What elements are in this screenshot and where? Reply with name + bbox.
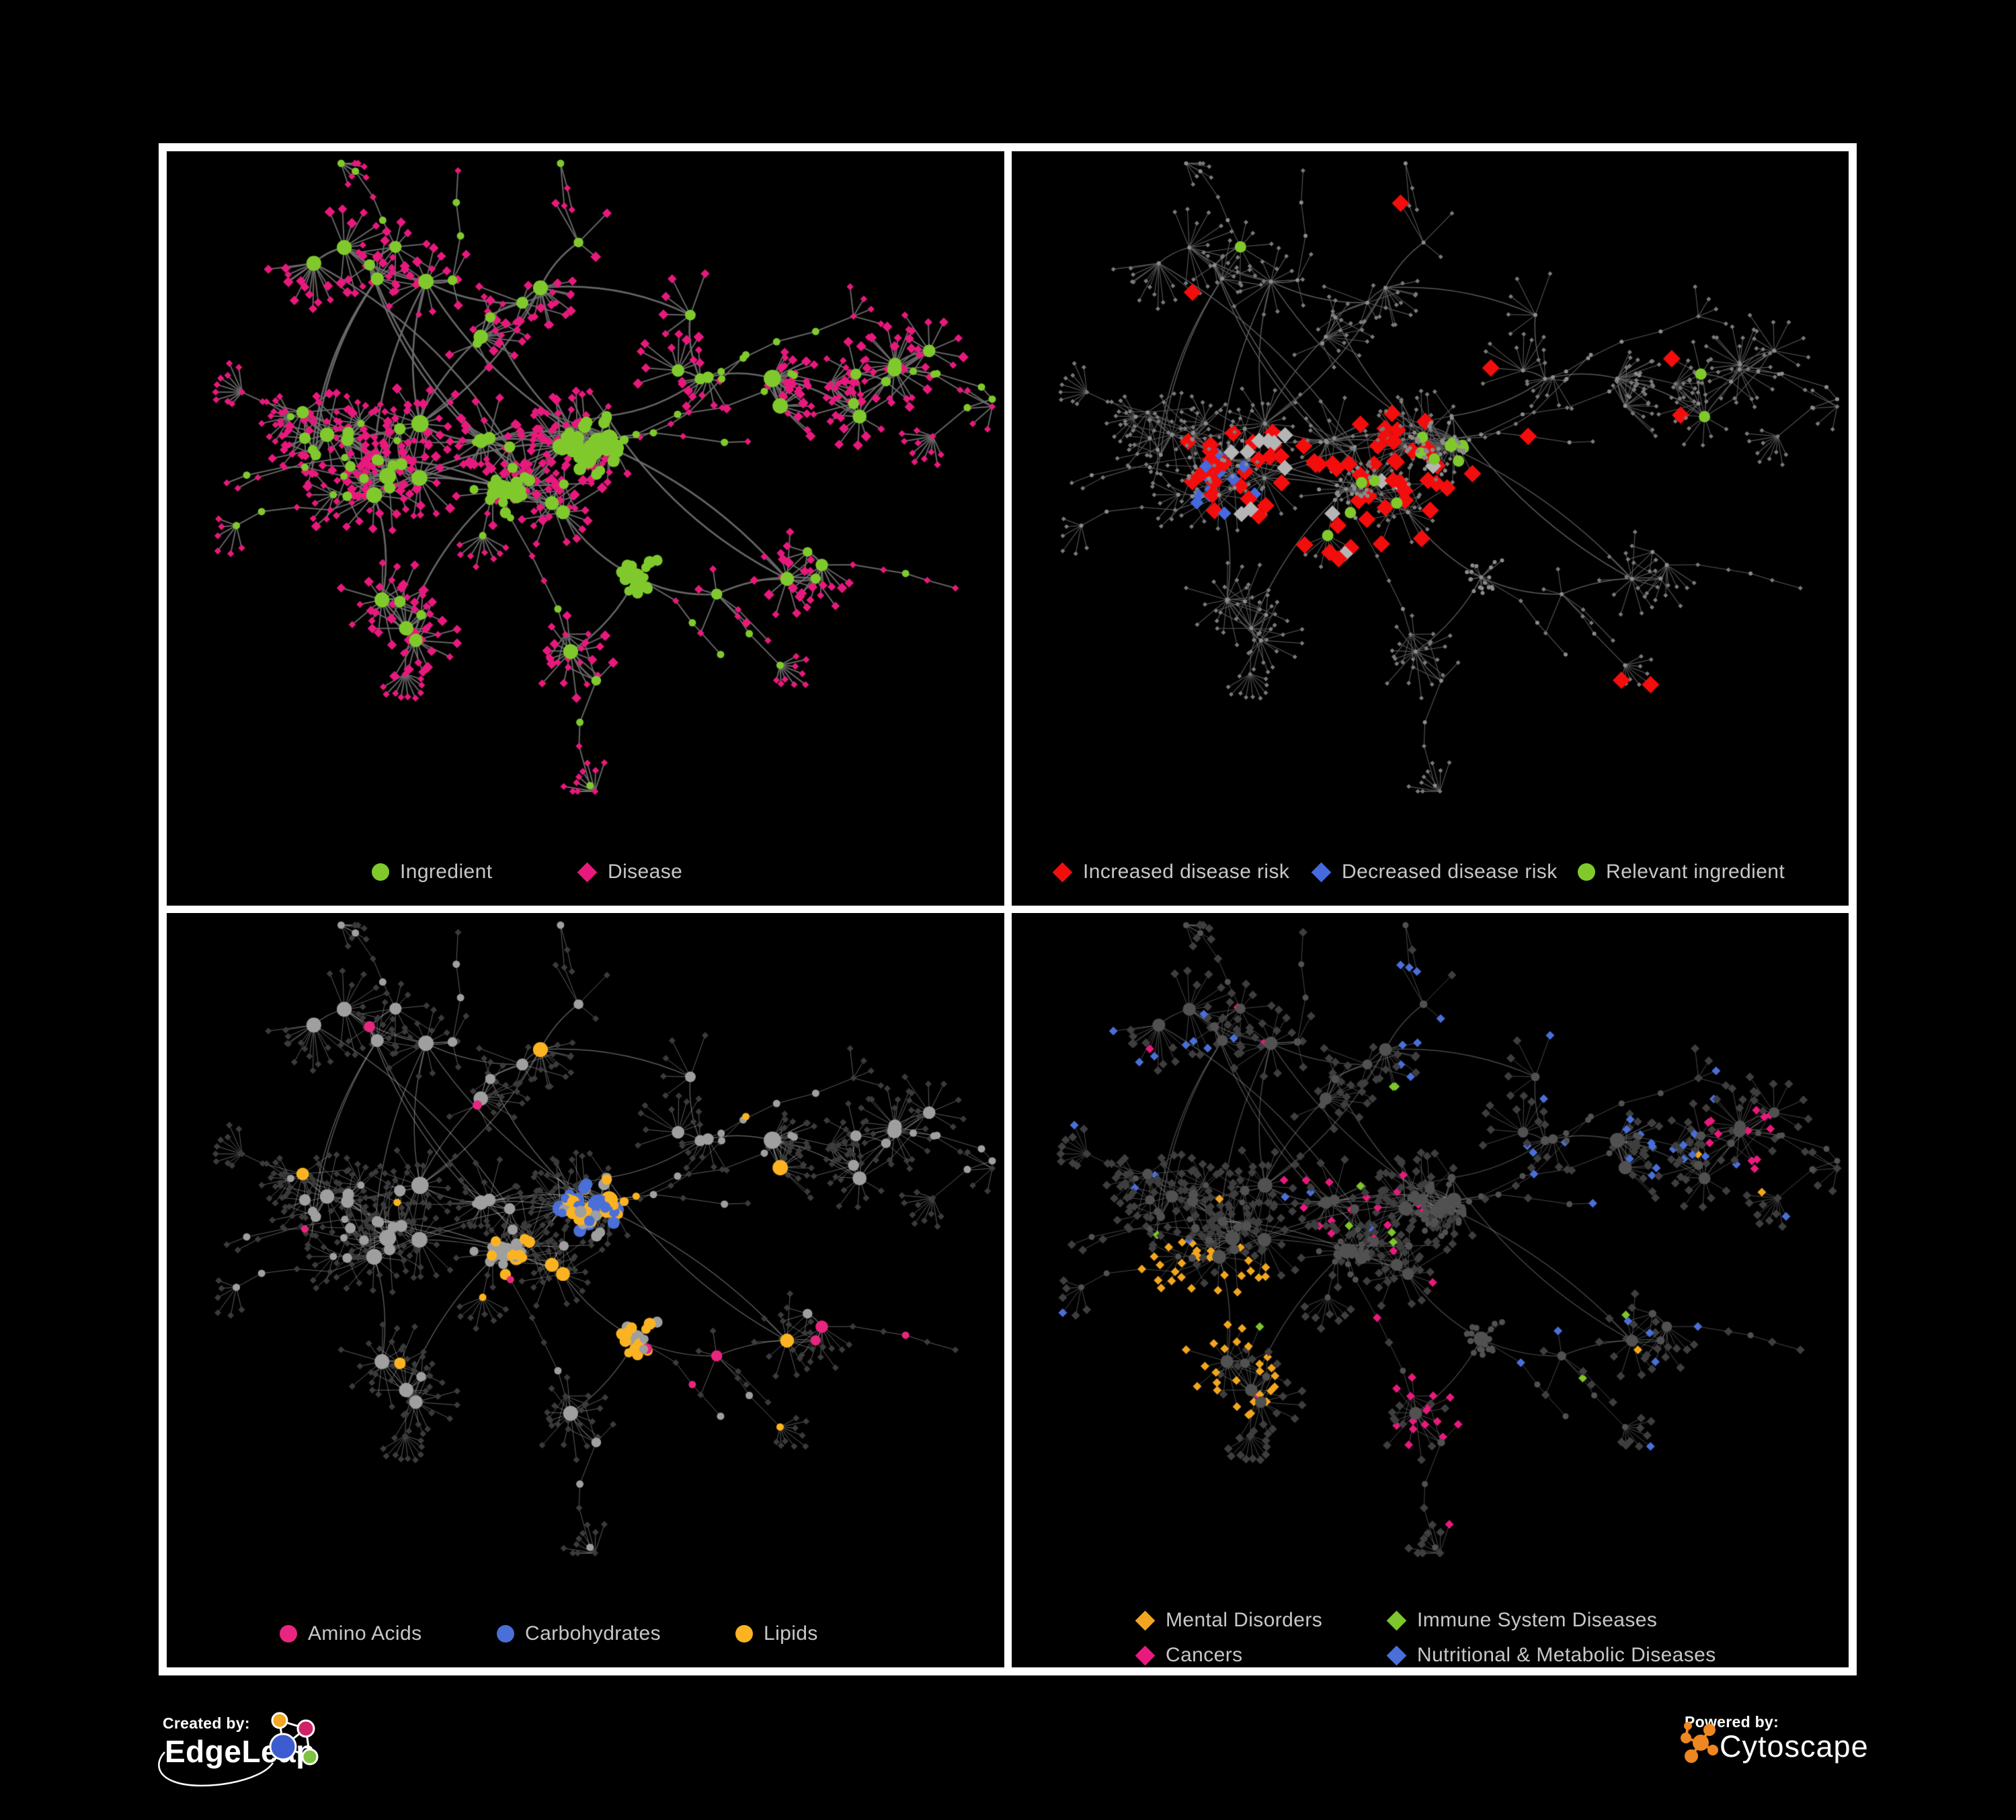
amino-acids-circle-icon: [280, 1625, 297, 1643]
relevant-ingredient-circle-icon: [1578, 863, 1595, 881]
legend-item-immune-diseases: Immune System Diseases: [1386, 1609, 1658, 1631]
panel-disease-risk: Increased disease risk Decreased disease…: [1012, 151, 1849, 906]
legend-label: Decreased disease risk: [1342, 861, 1558, 883]
network-graph-ingredient-disease: [167, 151, 1004, 906]
legend-item-metabolic-diseases: Nutritional & Metabolic Diseases: [1386, 1644, 1716, 1666]
mental-disorders-diamond-icon: [1135, 1610, 1156, 1630]
lipids-circle-icon: [735, 1625, 753, 1643]
carbohydrates-circle-icon: [497, 1625, 514, 1643]
legend-label: Relevant ingredient: [1606, 861, 1785, 883]
decreased-risk-diamond-icon: [1311, 862, 1332, 882]
powered-by-label: Powered by:: [1685, 1713, 1779, 1731]
legend-item-decreased-risk: Decreased disease risk: [1311, 861, 1558, 883]
network-graph-disease-classes: [1012, 913, 1849, 1667]
legend-item-lipids: Lipids: [735, 1622, 818, 1645]
legend-label: Carbohydrates: [525, 1622, 661, 1645]
panel-disease-classes: Mental Disorders Immune System Diseases …: [1012, 913, 1849, 1667]
legend-label: Ingredient: [400, 861, 493, 883]
disease-diamond-icon: [577, 862, 598, 882]
panel-ingredient-disease: Ingredient Disease: [167, 151, 1004, 906]
legend-item-amino-acids: Amino Acids: [280, 1622, 422, 1645]
legend-item-disease: Disease: [577, 861, 682, 883]
legend-label: Increased disease risk: [1083, 861, 1290, 883]
legend-item-mental-disorders: Mental Disorders: [1135, 1609, 1323, 1631]
legend-label: Nutritional & Metabolic Diseases: [1417, 1644, 1716, 1666]
ingredient-circle-icon: [372, 863, 389, 881]
immune-diseases-diamond-icon: [1386, 1610, 1407, 1630]
network-graph-ingredient-classes: [167, 913, 1004, 1667]
legend-item-relevant-ingredient: Relevant ingredient: [1578, 861, 1785, 883]
edgeleap-network-icon: [158, 1712, 319, 1787]
legend-item-cancers: Cancers: [1135, 1644, 1243, 1666]
network-graph-disease-risk: [1012, 151, 1849, 906]
legend-label: Amino Acids: [308, 1622, 422, 1645]
cancers-diamond-icon: [1135, 1645, 1156, 1665]
figure-frame: Ingredient Disease Increased disease ris…: [159, 143, 1857, 1675]
legend-label: Cancers: [1166, 1644, 1243, 1666]
legend-label: Disease: [608, 861, 683, 883]
legend-label: Mental Disorders: [1166, 1609, 1323, 1631]
legend-item-increased-risk: Increased disease risk: [1052, 861, 1290, 883]
legend-item-ingredient: Ingredient: [372, 861, 492, 883]
cytoscape-logo-icon: [1681, 1722, 1718, 1763]
increased-risk-diamond-icon: [1052, 862, 1073, 882]
created-by-label: Created by:: [163, 1714, 250, 1732]
legend-label: Immune System Diseases: [1417, 1609, 1658, 1631]
panel-ingredient-classes: Amino Acids Carbohydrates Lipids: [167, 913, 1004, 1667]
legend-item-carbohydrates: Carbohydrates: [497, 1622, 661, 1645]
legend-label: Lipids: [764, 1622, 818, 1645]
metabolic-diseases-diamond-icon: [1386, 1645, 1407, 1665]
cytoscape-logo-text: Cytoscape: [1720, 1729, 1869, 1764]
